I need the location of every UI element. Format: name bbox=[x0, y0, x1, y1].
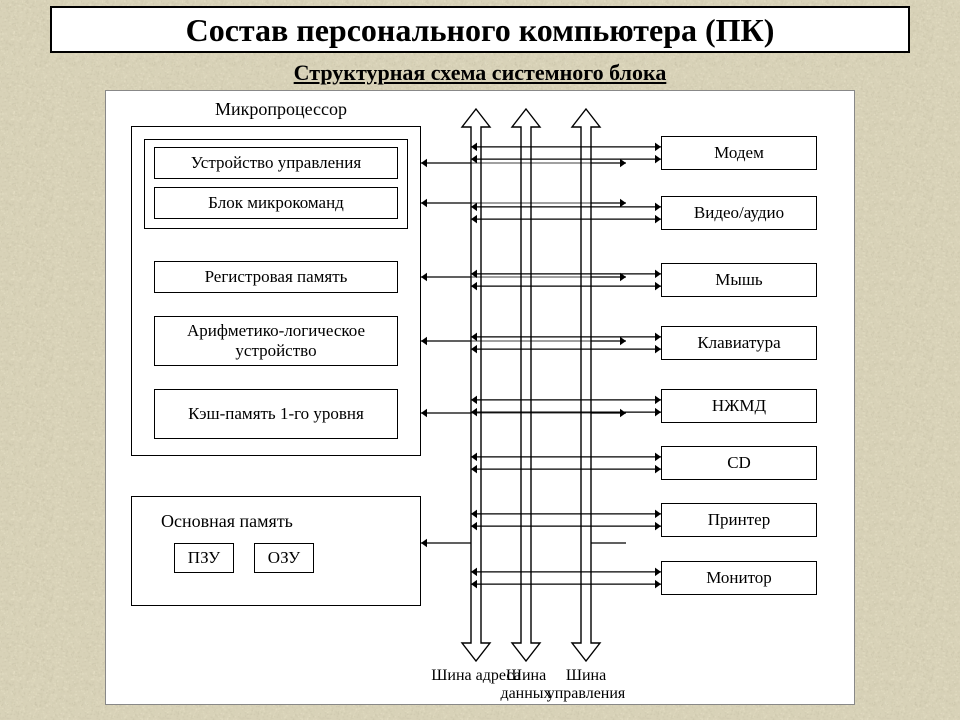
modem-box: Модем bbox=[661, 136, 817, 170]
main-memory-label: Основная память bbox=[161, 511, 293, 532]
rom-box: ПЗУ bbox=[174, 543, 234, 573]
keyboard-box: Клавиатура bbox=[661, 326, 817, 360]
microcmd-box: Блок микрокоманд bbox=[154, 187, 398, 219]
cd-box: CD bbox=[661, 446, 817, 480]
video-box: Видео/аудио bbox=[661, 196, 817, 230]
title-bar: Состав персонального компьютера (ПК) bbox=[50, 6, 910, 53]
diagram-area: Микропроцессор Устройство управления Бло… bbox=[105, 90, 855, 705]
bus-control-label: Шина управления bbox=[541, 667, 631, 703]
control-unit-box: Устройство управления bbox=[154, 147, 398, 179]
registers-box: Регистровая память bbox=[154, 261, 398, 293]
alu-box: Арифметико-логическое устройство bbox=[154, 316, 398, 366]
monitor-box: Монитор bbox=[661, 561, 817, 595]
cache-box: Кэш-память 1-го уровня bbox=[154, 389, 398, 439]
ram-box: ОЗУ bbox=[254, 543, 314, 573]
printer-box: Принтер bbox=[661, 503, 817, 537]
hdd-box: НЖМД bbox=[661, 389, 817, 423]
cpu-label: Микропроцессор bbox=[171, 99, 391, 120]
mouse-box: Мышь bbox=[661, 263, 817, 297]
page-title: Состав персонального компьютера (ПК) bbox=[52, 12, 908, 49]
page-subtitle: Структурная схема системного блока bbox=[0, 60, 960, 86]
